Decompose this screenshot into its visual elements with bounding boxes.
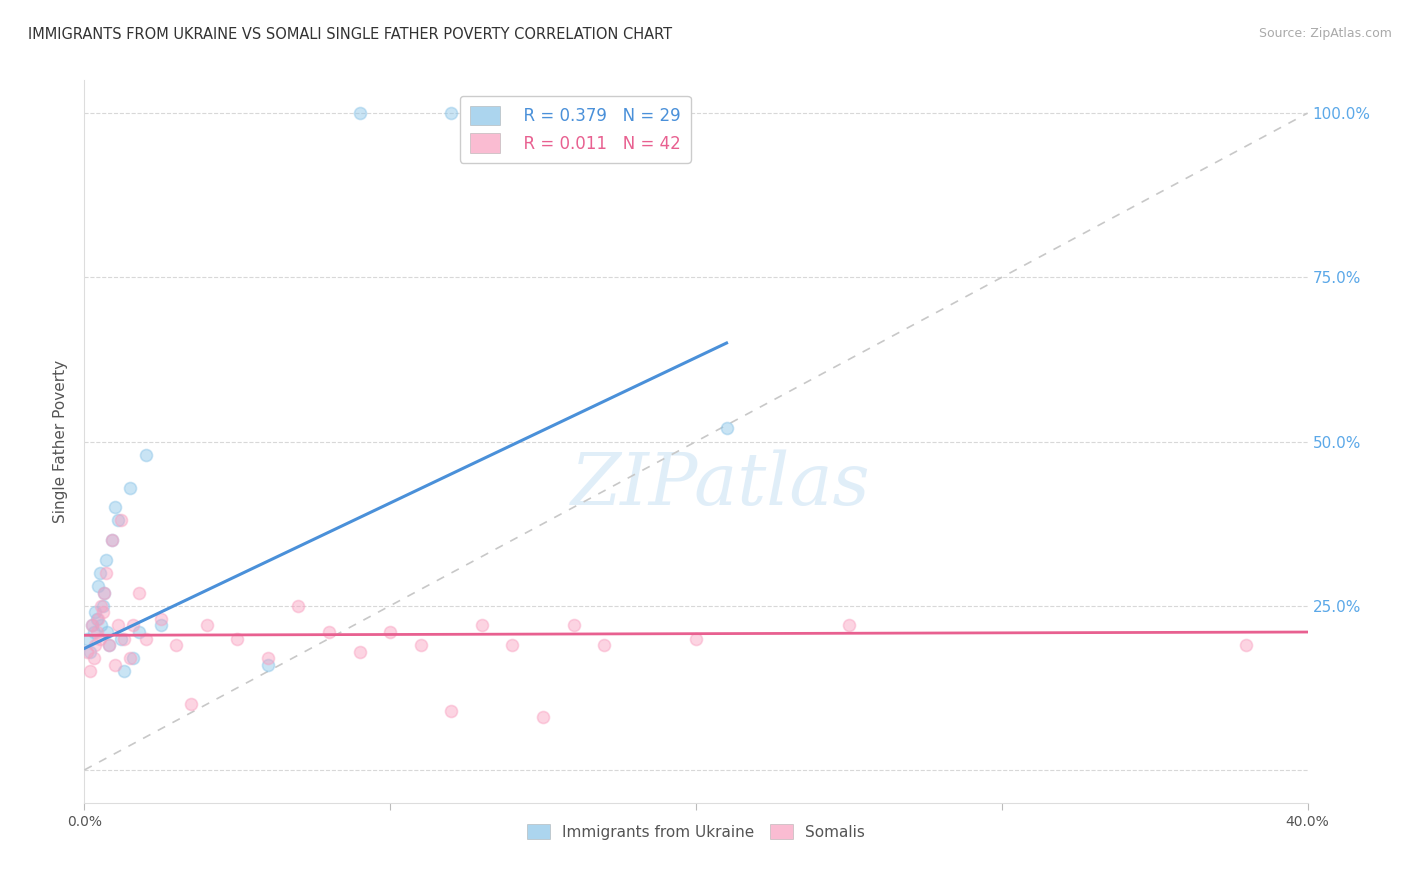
Point bbox=[180, 698, 202, 712]
Point bbox=[91, 599, 114, 613]
Point bbox=[93, 585, 115, 599]
Point bbox=[101, 533, 124, 547]
Point bbox=[91, 605, 114, 619]
Point bbox=[79, 645, 101, 659]
Point bbox=[685, 632, 707, 646]
Point bbox=[76, 632, 98, 646]
Point bbox=[149, 618, 172, 632]
Point bbox=[195, 618, 218, 632]
Point bbox=[149, 612, 172, 626]
Point bbox=[380, 625, 402, 640]
Point bbox=[128, 585, 150, 599]
Point bbox=[135, 448, 157, 462]
Point bbox=[120, 481, 142, 495]
Point bbox=[93, 585, 115, 599]
Point bbox=[502, 638, 524, 652]
Point bbox=[440, 106, 463, 120]
Point bbox=[83, 625, 105, 640]
Point bbox=[84, 605, 107, 619]
Point bbox=[86, 612, 108, 626]
Point bbox=[89, 566, 111, 580]
Point bbox=[287, 599, 309, 613]
Point bbox=[87, 612, 110, 626]
Point bbox=[593, 638, 616, 652]
Point bbox=[101, 533, 124, 547]
Point bbox=[349, 645, 371, 659]
Point bbox=[80, 618, 103, 632]
Point bbox=[135, 632, 157, 646]
Point bbox=[80, 618, 103, 632]
Point bbox=[318, 625, 340, 640]
Point bbox=[84, 638, 107, 652]
Text: Source: ZipAtlas.com: Source: ZipAtlas.com bbox=[1258, 27, 1392, 40]
Point bbox=[716, 421, 738, 435]
Point bbox=[349, 106, 371, 120]
Point bbox=[97, 638, 120, 652]
Legend: Immigrants from Ukraine, Somalis: Immigrants from Ukraine, Somalis bbox=[522, 818, 870, 846]
Point bbox=[165, 638, 187, 652]
Point bbox=[471, 618, 494, 632]
Point bbox=[104, 500, 127, 515]
Point bbox=[128, 625, 150, 640]
Point bbox=[838, 618, 860, 632]
Text: IMMIGRANTS FROM UKRAINE VS SOMALI SINGLE FATHER POVERTY CORRELATION CHART: IMMIGRANTS FROM UKRAINE VS SOMALI SINGLE… bbox=[28, 27, 672, 42]
Point bbox=[90, 599, 112, 613]
Point bbox=[531, 710, 554, 724]
Point bbox=[440, 704, 463, 718]
Point bbox=[107, 618, 129, 632]
Point bbox=[110, 632, 132, 646]
Point bbox=[562, 618, 585, 632]
Point bbox=[94, 566, 117, 580]
Point bbox=[94, 553, 117, 567]
Point bbox=[593, 106, 616, 120]
Y-axis label: Single Father Poverty: Single Father Poverty bbox=[53, 360, 69, 523]
Point bbox=[120, 651, 142, 665]
Point bbox=[1236, 638, 1258, 652]
Point bbox=[257, 657, 280, 672]
Point bbox=[122, 618, 145, 632]
Point bbox=[112, 632, 135, 646]
Point bbox=[90, 618, 112, 632]
Point bbox=[257, 651, 280, 665]
Text: ZIPatlas: ZIPatlas bbox=[571, 450, 870, 520]
Point bbox=[112, 665, 135, 679]
Point bbox=[89, 632, 111, 646]
Point bbox=[122, 651, 145, 665]
Point bbox=[409, 638, 432, 652]
Point bbox=[104, 657, 127, 672]
Point bbox=[79, 665, 101, 679]
Point bbox=[96, 625, 118, 640]
Point bbox=[107, 513, 129, 527]
Point bbox=[97, 638, 120, 652]
Point bbox=[110, 513, 132, 527]
Point bbox=[226, 632, 249, 646]
Point bbox=[86, 625, 108, 640]
Point bbox=[83, 651, 105, 665]
Point bbox=[76, 645, 98, 659]
Point bbox=[87, 579, 110, 593]
